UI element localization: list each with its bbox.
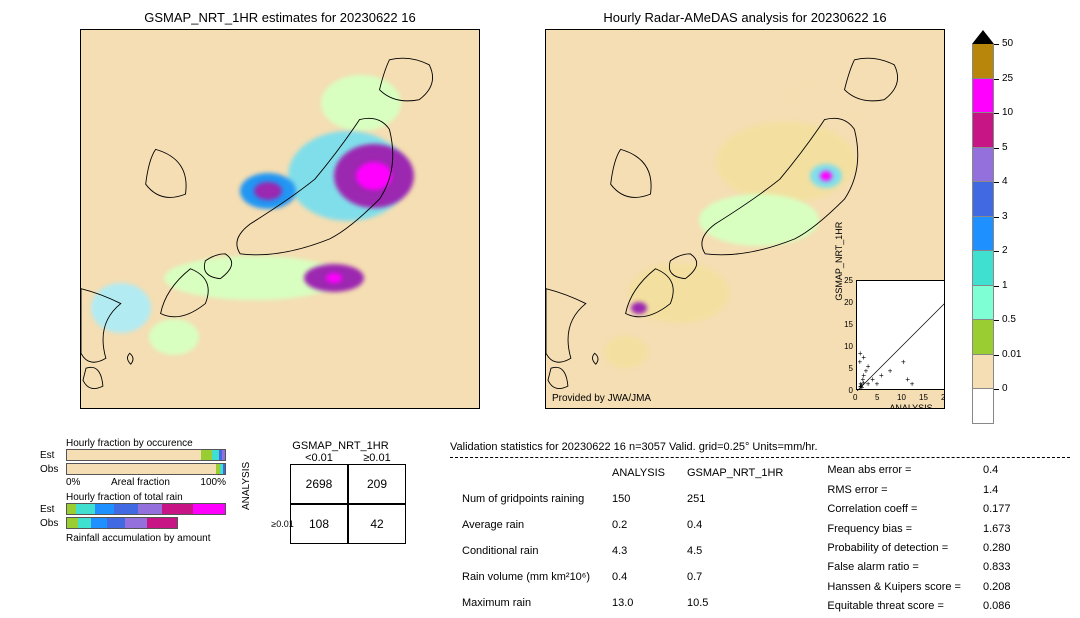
occurrence-est-row: Est: [40, 449, 240, 461]
left-map-title: GSMAP_NRT_1HR estimates for 20230622 16: [80, 10, 480, 25]
validation-right-table: Mean abs error =0.4RMS error =1.4Correla…: [815, 460, 1022, 617]
ct-cell-00: 2698: [290, 464, 348, 504]
svg-text:+: +: [860, 383, 865, 391]
ct-cell-10: 108: [290, 504, 348, 544]
svg-text:+: +: [888, 366, 893, 375]
right-map-panel: Hourly Radar-AMeDAS analysis for 2023062…: [545, 10, 945, 409]
totalrain-obs-row: Obs: [40, 517, 240, 529]
bars-title2: Hourly fraction of total rain: [66, 492, 240, 503]
validation-stats-panel: Validation statistics for 20230622 16 n=…: [450, 440, 1070, 618]
occurrence-obs-row: Obs: [40, 463, 240, 475]
ct-cell-11: 42: [348, 504, 406, 544]
svg-text:+: +: [866, 362, 871, 371]
left-map-panel: GSMAP_NRT_1HR estimates for 20230622 16 …: [80, 10, 480, 409]
colorbar: 502510543210.50.010: [972, 30, 994, 424]
scatter-inset: +++++++++++++++++++++ANALYSISGSMAP_NRT_1…: [856, 280, 945, 390]
contingency-side-label: ANALYSIS: [241, 462, 252, 510]
svg-text:+: +: [905, 375, 910, 384]
svg-text:+: +: [861, 353, 866, 362]
validation-left-table: ANALYSIS GSMAP_NRT_1HR Num of gridpoints…: [450, 460, 795, 617]
svg-text:+: +: [875, 380, 880, 389]
svg-text:+: +: [910, 380, 915, 389]
right-map-box: Provided by JWA/JMA 125°E130°E135°E140°E…: [545, 29, 945, 409]
contingency-table: ANALYSIS GSMAP_NRT_1HR <0.01 ≥0.01 2698 …: [255, 440, 406, 544]
svg-text:+: +: [879, 371, 884, 380]
map-attribution: Provided by JWA/JMA: [552, 393, 651, 404]
bars-title3: Rainfall accumulation by amount: [66, 533, 240, 544]
left-map-box: 125°E130°E135°E140°E145°E25°N30°N35°N40°…: [80, 29, 480, 409]
fraction-bars-panel: Hourly fraction by occurence Est Obs 0% …: [40, 438, 240, 544]
coastline-japan-left: [81, 30, 479, 408]
bars-title1: Hourly fraction by occurence: [66, 438, 240, 449]
totalrain-est-row: Est: [40, 503, 240, 515]
right-map-title: Hourly Radar-AMeDAS analysis for 2023062…: [545, 10, 945, 25]
contingency-title: GSMAP_NRT_1HR: [275, 440, 406, 452]
validation-title: Validation statistics for 20230622 16 n=…: [450, 440, 1070, 455]
ct-cell-01: 209: [348, 464, 406, 504]
svg-text:+: +: [901, 358, 906, 367]
